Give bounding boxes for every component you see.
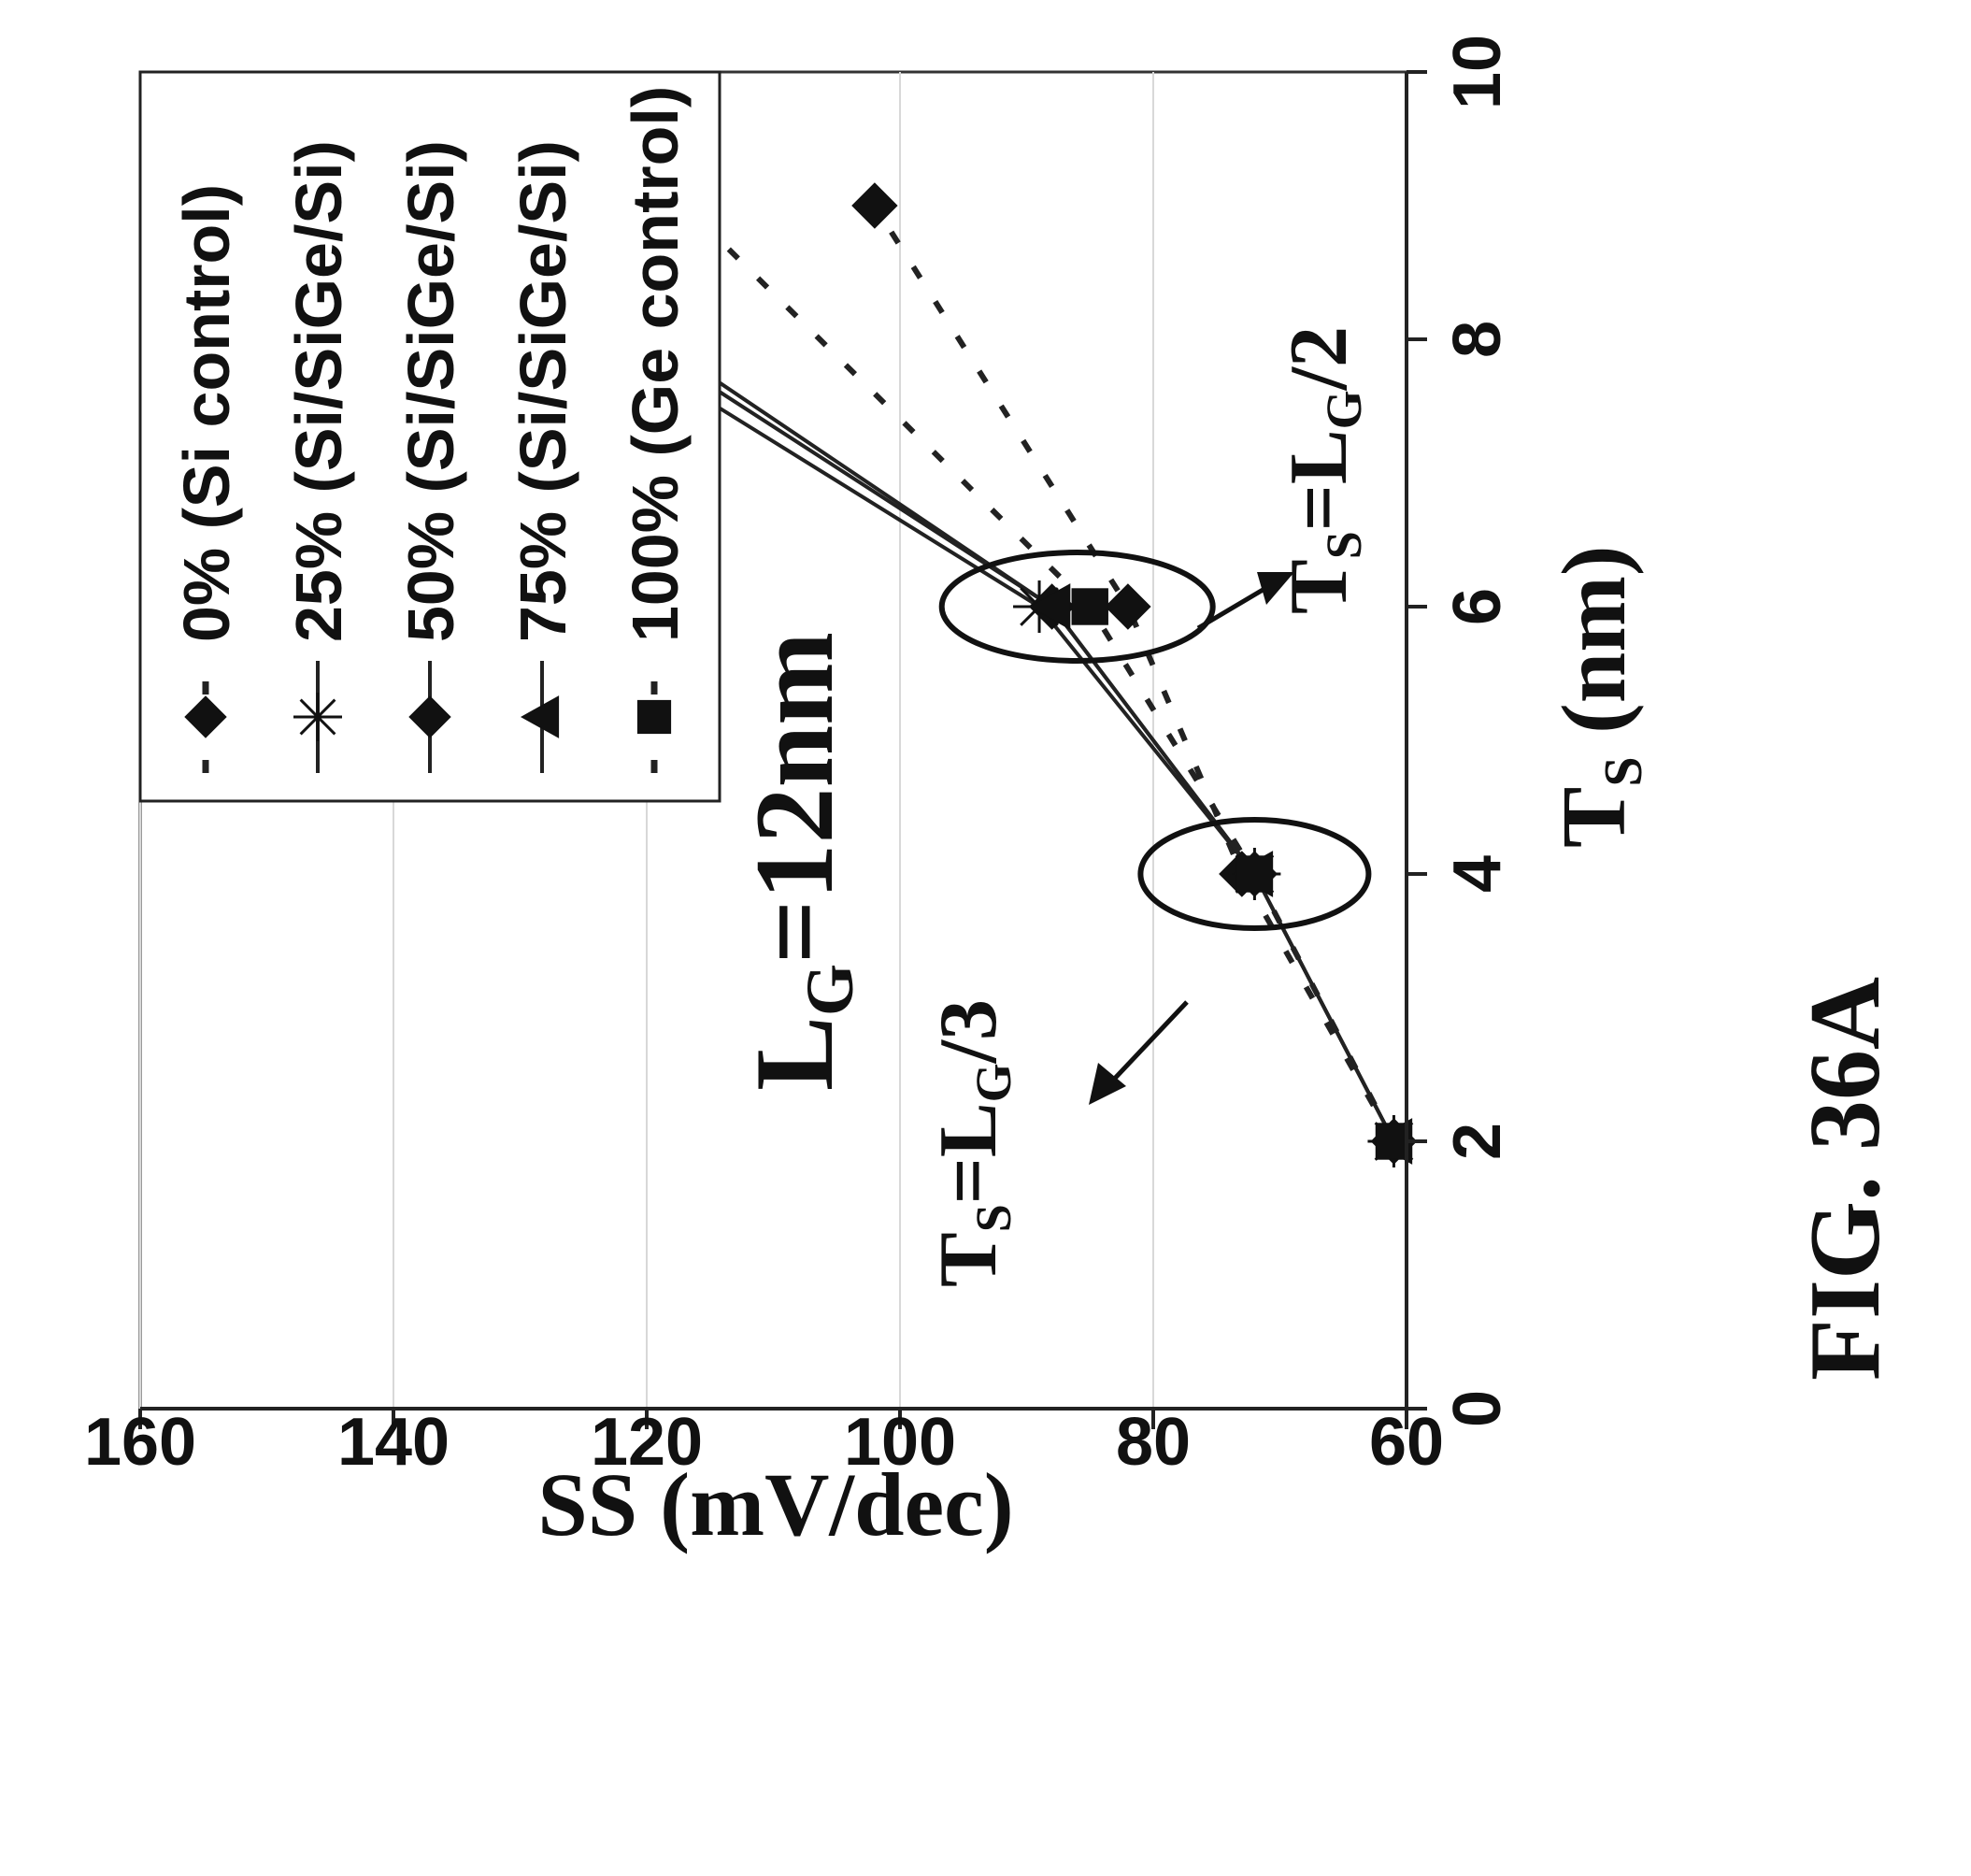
- x-ticks: 0 2 4 6 8 10: [1407, 35, 1515, 1427]
- x-tick-label: 10: [1440, 35, 1515, 109]
- gate-length-main: L: [732, 1016, 856, 1091]
- series-point-0: [1105, 583, 1151, 630]
- series-point-4: [1071, 588, 1108, 625]
- x-tick-label: 6: [1440, 588, 1515, 625]
- legend-box: [138, 70, 721, 803]
- legend-marker-1: [293, 693, 342, 741]
- series-line-3: [455, 204, 1396, 1142]
- y-tick-label: 100: [844, 1405, 956, 1480]
- ts-lg3-a-sub: S: [965, 1204, 1021, 1232]
- ts-lg2-a: T: [1274, 559, 1364, 614]
- series-point-0: [851, 182, 898, 229]
- y-tick-label: 80: [1116, 1405, 1191, 1480]
- y-tick-label: 160: [84, 1405, 196, 1480]
- group-ellipse-x4: [1137, 817, 1372, 931]
- ts-lg2-b: =L: [1274, 429, 1364, 531]
- x-axis-label-sub: S: [1593, 756, 1653, 786]
- arrow-lg3-shaft: [1106, 1000, 1189, 1088]
- gate-length-sub: G: [793, 964, 867, 1016]
- ts-lg3-a: T: [923, 1232, 1014, 1287]
- ts-lg2-b-sub: G: [1316, 390, 1372, 429]
- ts-lg3-b-sub: G: [965, 1063, 1021, 1102]
- y-tick-label: 120: [591, 1405, 703, 1480]
- group-ellipses: [938, 550, 1372, 931]
- ts-lg2-c: /2: [1274, 326, 1364, 391]
- arrow-lg2-shaft: [1196, 583, 1271, 631]
- ts-lg2-annotation: TS=LG/2: [1274, 326, 1372, 614]
- x-tick-label: 8: [1440, 321, 1515, 358]
- series-line-4: [682, 203, 1397, 1143]
- x-axis-label-rest: (nm): [1544, 545, 1645, 756]
- y-tick-label: 140: [337, 1405, 450, 1480]
- legend-label-2: 50% (Si/SiGe/Si): [394, 140, 467, 642]
- x-axis-label: TS (nm): [1544, 545, 1653, 848]
- legend-marker-0: [184, 695, 227, 738]
- ts-lg3-b: =L: [923, 1102, 1014, 1204]
- ts-lg3-c: /3: [923, 999, 1014, 1064]
- legend-marker-2: [408, 695, 451, 738]
- y-axis-label: SS (mV/dec): [537, 1454, 1013, 1554]
- legend-label-0: 0% (Si control): [170, 184, 243, 642]
- x-tick-label: 4: [1440, 855, 1515, 893]
- legend-label-4: 100% (Ge control): [619, 86, 692, 642]
- series-line-0: [872, 204, 1397, 1143]
- legend-entries: 0% (Si control) 25% (Si/SiGe/Si) 50% (Si/S…: [170, 86, 692, 773]
- x-tick-label: 2: [1440, 1123, 1515, 1160]
- series-point-4: [1235, 855, 1274, 893]
- x-axis-label-main: T: [1544, 787, 1645, 848]
- y-ticks: 60 80 100 120 140 160: [84, 1405, 1444, 1480]
- y-tick-label: 60: [1369, 1405, 1444, 1480]
- chart: 0 2 4 6 8 10 60 80 100 120 140 160 0% (Si control)…: [84, 35, 1901, 1554]
- legend-label-1: 25% (Si/SiGe/Si): [282, 140, 355, 642]
- annotation-arrows: [1089, 572, 1294, 1105]
- x-tick-label: 0: [1440, 1390, 1515, 1427]
- figure-caption: FIG. 36A: [1790, 977, 1901, 1381]
- legend-marker-3: [520, 695, 560, 738]
- legend-marker-4: [636, 699, 672, 735]
- ts-lg3-annotation: TS=LG/3: [923, 999, 1021, 1287]
- series-lines: [392, 203, 1397, 1143]
- gate-length-rest: =12nm: [732, 632, 856, 964]
- legend-marker-1-stroke: [299, 698, 336, 736]
- legend: 0% (Si control) 25% (Si/SiGe/Si) 50% (Si/S…: [138, 70, 721, 803]
- series-point-3: [1028, 583, 1071, 630]
- ts-lg2-a-sub: S: [1316, 531, 1372, 559]
- gate-length-annotation: LG=12nm: [732, 632, 867, 1091]
- arrow-lg2-head: [1257, 572, 1294, 605]
- arrow-lg3-head: [1089, 1063, 1126, 1105]
- group-ellipse-x6: [938, 550, 1216, 664]
- legend-label-3: 75% (Si/SiGe/Si): [507, 140, 579, 642]
